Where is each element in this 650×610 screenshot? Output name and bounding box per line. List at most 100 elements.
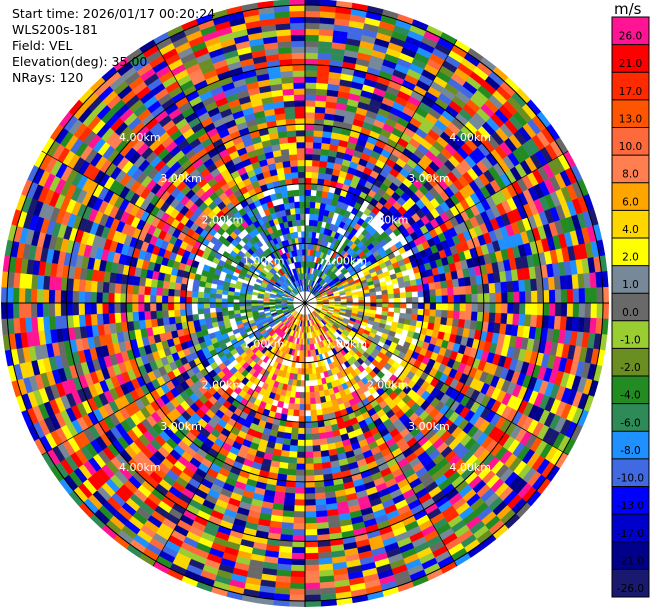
velocity-gate [289, 588, 306, 596]
velocity-gate [548, 289, 556, 304]
velocity-gate [284, 426, 293, 434]
velocity-gate [311, 433, 320, 441]
velocity-gate [309, 397, 316, 405]
velocity-gate [312, 439, 321, 447]
velocity-gate [143, 302, 151, 312]
velocity-gate [66, 302, 73, 316]
velocity-gate [405, 308, 413, 315]
velocity-gate [287, 462, 297, 470]
velocity-gate [315, 510, 328, 518]
velocity-gate [209, 302, 216, 309]
velocity-gate [312, 445, 321, 452]
velocity-gate [304, 368, 309, 375]
velocity-gate [304, 535, 318, 542]
velocity-gate [293, 403, 300, 411]
velocity-gate [296, 373, 302, 381]
velocity-gate [388, 302, 395, 308]
velocity-gate [453, 286, 460, 296]
velocity-gate [96, 313, 104, 325]
velocity-gate [150, 310, 157, 320]
velocity-gate [84, 302, 91, 315]
velocity-gate [304, 159, 313, 167]
velocity-gate [309, 213, 315, 221]
velocity-gate [530, 314, 538, 328]
velocity-gate [283, 432, 292, 440]
velocity-gate [161, 302, 169, 311]
velocity-gate [102, 313, 110, 325]
velocity-gate [179, 289, 187, 297]
velocity-gate [215, 311, 223, 318]
velocity-gate [137, 302, 145, 312]
velocity-gate [304, 398, 311, 405]
velocity-gate [318, 432, 327, 440]
velocity-gate [144, 310, 152, 320]
velocity-gate [304, 231, 309, 238]
velocity-gate [296, 451, 306, 459]
velocity-gate [311, 421, 319, 429]
velocity-gate [304, 576, 320, 584]
velocity-gate [313, 468, 324, 476]
velocity-gate [174, 282, 182, 291]
velocity-gate [488, 312, 496, 324]
velocity-gate [411, 302, 419, 310]
velocity-gate [400, 302, 407, 309]
velocity-gate [173, 295, 181, 304]
velocity-gate [312, 451, 322, 458]
velocity-gate [227, 294, 235, 300]
velocity-gate [381, 294, 389, 300]
velocity-gate [227, 302, 234, 308]
velocity-gate [590, 287, 598, 304]
velocity-gate [308, 219, 314, 227]
velocity-gate [251, 305, 258, 309]
velocity-gate [312, 373, 318, 381]
velocity-gate [283, 498, 295, 506]
velocity-gate [471, 302, 479, 313]
velocity-gate [304, 374, 310, 381]
velocity-gate [161, 287, 169, 296]
velocity-gate [90, 313, 98, 326]
velocity-gate [48, 302, 56, 317]
velocity-gate [304, 237, 309, 244]
velocity-gate [290, 433, 299, 441]
velocity-gate [297, 445, 306, 453]
velocity-gate [440, 317, 448, 326]
velocity-gate [185, 302, 193, 310]
velocity-gate [307, 362, 313, 369]
velocity-gate [304, 421, 312, 429]
velocity-gate [185, 296, 193, 304]
velocity-gate [168, 281, 176, 290]
velocity-gate [304, 100, 316, 107]
velocity-gate [18, 302, 26, 319]
velocity-gate [185, 308, 193, 316]
velocity-gate [304, 594, 321, 602]
velocity-gate [232, 328, 240, 335]
velocity-gate [294, 391, 301, 399]
velocity-gate [446, 317, 454, 327]
velocity-gate [269, 299, 276, 302]
velocity-gate [423, 289, 431, 297]
velocity-gate [191, 291, 199, 298]
velocity-gate [18, 287, 26, 304]
velocity-gate [215, 307, 223, 313]
velocity-gate [315, 504, 327, 512]
velocity-gate [60, 290, 68, 304]
velocity-gate [501, 302, 508, 314]
velocity-gate [376, 298, 383, 304]
velocity-gate [423, 296, 431, 304]
velocity-gate [301, 362, 306, 369]
velocity-gate [441, 310, 449, 319]
velocity-gate [72, 290, 79, 304]
velocity-gate [156, 310, 163, 319]
velocity-gate [114, 302, 121, 314]
velocity-gate [295, 481, 306, 488]
velocity-gate [150, 318, 158, 328]
velocity-gate [132, 311, 140, 322]
velocity-gate [560, 302, 568, 317]
velocity-gate [239, 302, 246, 307]
velocity-gate [292, 529, 306, 536]
velocity-gate [477, 293, 484, 304]
velocity-gate [560, 289, 568, 304]
velocity-gate [304, 404, 311, 411]
velocity-gate [245, 305, 252, 310]
velocity-gate [156, 287, 163, 296]
